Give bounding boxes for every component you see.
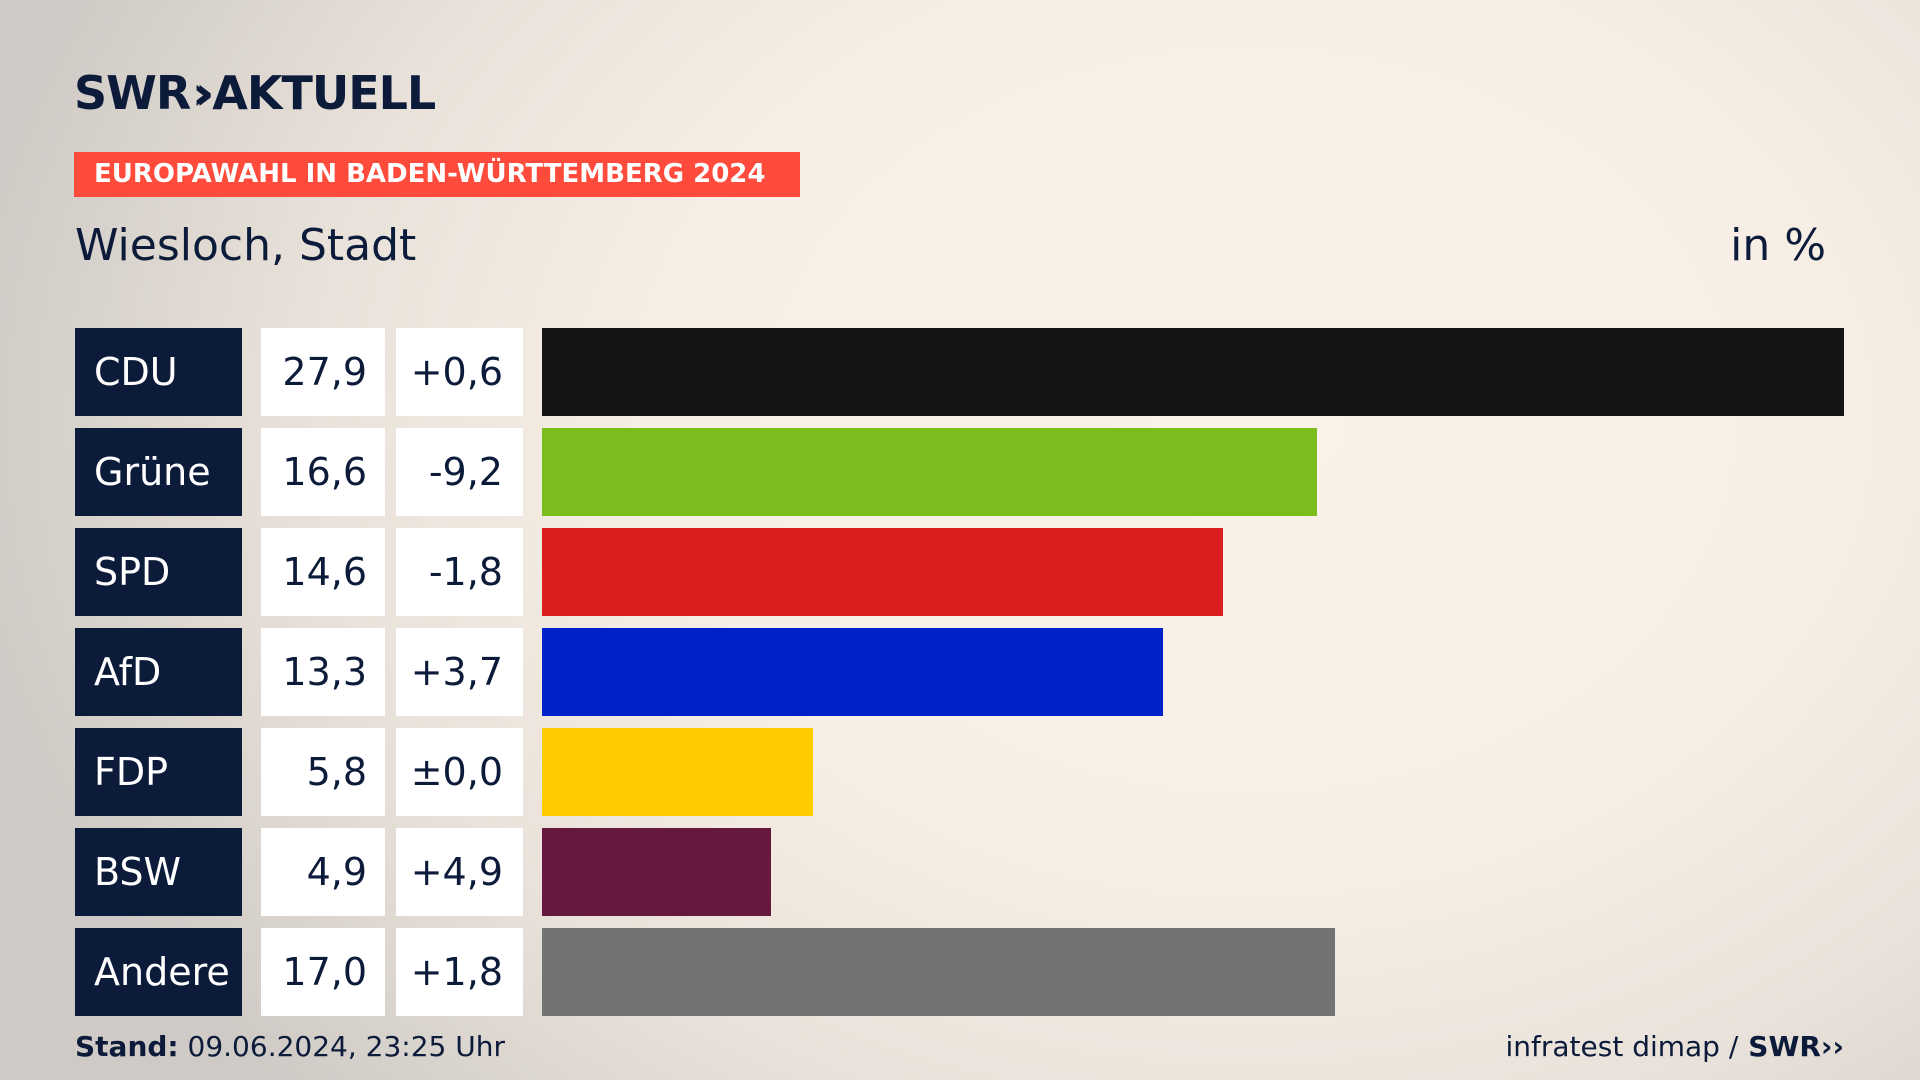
result-bar [542,428,1317,516]
double-chevron-icon: ›› [1820,1030,1844,1063]
stand-value: 09.06.2024, 23:25 Uhr [187,1030,505,1063]
vote-share-label: 16,6 [261,428,385,516]
stand-label: Stand: [75,1030,179,1063]
change-label: +4,9 [396,828,523,916]
vote-share-label: 17,0 [261,928,385,1016]
footer-brand-text: SWR [1748,1030,1821,1063]
party-label: CDU [75,328,242,416]
vote-share-label: 4,9 [261,828,385,916]
party-label: Andere [75,928,242,1016]
result-bar [542,728,813,816]
double-chevron-icon: ›› [192,66,214,120]
vote-share-label: 13,3 [261,628,385,716]
vote-share-label: 5,8 [261,728,385,816]
timestamp: Stand: 09.06.2024, 23:25 Uhr [75,1030,505,1063]
change-label: +3,7 [396,628,523,716]
source-text: infratest dimap / [1505,1030,1739,1063]
change-label: +1,8 [396,928,523,1016]
logo-product: AKTUELL [212,66,436,120]
change-label: +0,6 [396,328,523,416]
footer-brand: SWR›› [1748,1030,1844,1063]
party-label: FDP [75,728,242,816]
unit-label: in % [1730,220,1826,271]
result-bar [542,828,771,916]
result-bar [542,328,1844,416]
vote-share-label: 27,9 [261,328,385,416]
source-credit: infratest dimap / SWR›› [1505,1030,1844,1063]
topic-banner: EUROPAWAHL IN BADEN-WÜRTTEMBERG 2024 [74,152,800,197]
party-label: AfD [75,628,242,716]
change-label: ±0,0 [396,728,523,816]
party-label: Grüne [75,428,242,516]
logo-brand: SWR [74,66,191,120]
change-label: -1,8 [396,528,523,616]
change-label: -9,2 [396,428,523,516]
result-bar [542,528,1223,616]
result-bar [542,628,1163,716]
party-label: SPD [75,528,242,616]
vote-share-label: 14,6 [261,528,385,616]
region-title: Wiesloch, Stadt [75,220,417,271]
party-label: BSW [75,828,242,916]
result-bar [542,928,1335,1016]
swr-aktuell-logo: SWR ›› AKTUELL [74,66,436,120]
